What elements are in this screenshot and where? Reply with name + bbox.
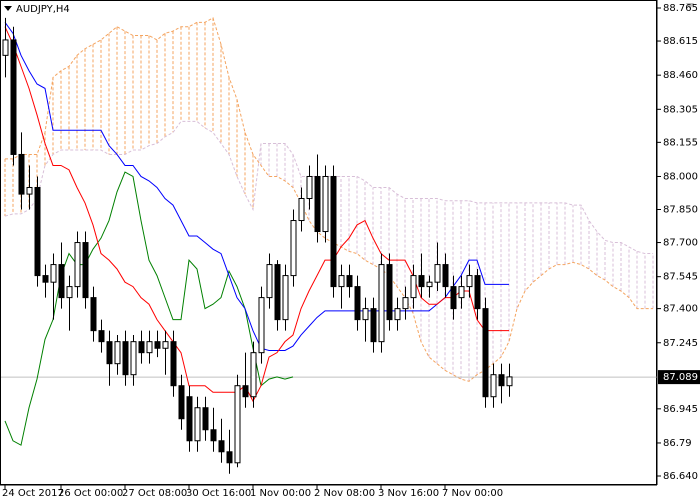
candle-body [106, 341, 113, 365]
candle-body [338, 275, 345, 288]
candle-body [274, 264, 281, 321]
y-tick-label: 88.765 [663, 3, 698, 14]
candle-body [418, 275, 425, 288]
candle-body [26, 186, 33, 195]
candle-body [10, 39, 17, 155]
candle-body [2, 39, 9, 56]
candle-body [98, 330, 105, 343]
candle-body [250, 352, 257, 398]
candle-body [202, 407, 209, 431]
candle-body [178, 385, 185, 420]
x-tick-label: 2 Nov 08:00 [314, 488, 375, 499]
candle-body [506, 376, 513, 387]
y-tick-label: 86.640 [663, 471, 698, 482]
candle-body [210, 429, 217, 442]
candle-body [186, 396, 193, 442]
candle-body [490, 374, 497, 398]
candle-body [394, 308, 401, 321]
candle-body [218, 440, 225, 453]
candle-body [298, 198, 305, 222]
y-tick-label: 87.545 [663, 272, 698, 283]
x-tick-label: 7 Nov 00:00 [442, 488, 503, 499]
candle-body [378, 264, 385, 343]
candle-body [370, 308, 377, 343]
candle-body [154, 341, 161, 349]
candle-body [138, 341, 145, 354]
y-tick-label: 88.000 [663, 171, 698, 182]
y-tick-label: 88.460 [663, 70, 698, 81]
x-tick-label: 1 Nov 00:00 [250, 488, 311, 499]
kijun-sen [4, 22, 509, 351]
candle-body [114, 341, 121, 365]
candle-body [482, 308, 489, 398]
candle-body [458, 286, 465, 299]
candle-body [234, 385, 241, 464]
candle-body [82, 242, 89, 299]
candle-body [346, 275, 353, 288]
candle-body [34, 186, 41, 277]
x-tick-label: 3 Nov 16:00 [378, 488, 439, 499]
candle-body [226, 451, 233, 464]
y-tick-label: 87.245 [663, 338, 698, 349]
candle-body [50, 264, 57, 283]
candle-body [258, 297, 265, 354]
candle-body [322, 175, 329, 233]
candle-body [42, 275, 49, 283]
candle-body [18, 153, 25, 195]
y-tick-label: 87.700 [663, 238, 698, 249]
candle-body [170, 341, 177, 387]
x-tick-label: 27 Oct 08:00 [122, 488, 187, 499]
candle-body [314, 175, 321, 233]
plot-frame [0, 0, 657, 485]
candle-body [130, 341, 137, 376]
candle-body [266, 264, 273, 299]
y-tick-label: 88.615 [663, 36, 698, 47]
y-tick-label: 86.79 [663, 438, 692, 449]
candle-body [386, 264, 393, 321]
candle-body [330, 175, 337, 288]
y-tick-label: 86.945 [663, 404, 698, 415]
y-tick-label: 87.400 [663, 304, 698, 315]
x-tick-label: 24 Oct 2017 [2, 488, 64, 499]
tenkan-sen [4, 26, 509, 403]
x-tick-label: 30 Oct 16:00 [186, 488, 251, 499]
x-tick-label: 26 Oct 00:00 [58, 488, 123, 499]
candle-body [354, 286, 361, 321]
candle-body [442, 264, 449, 288]
candle-body [410, 275, 417, 299]
candle-body [290, 220, 297, 277]
candle-body [162, 341, 169, 349]
candle-body [146, 341, 153, 354]
senkou-span-b [4, 120, 653, 255]
y-tick-label: 88.155 [663, 137, 698, 148]
candle-body [474, 275, 481, 310]
candle-body [282, 275, 289, 321]
candle-body [426, 281, 433, 288]
menu-icon[interactable] [4, 6, 12, 11]
candle-body [362, 308, 369, 321]
candle-body [242, 385, 249, 398]
candle-body [194, 407, 201, 442]
current-price-label: 87.089 [663, 372, 698, 383]
y-tick-label: 88.305 [663, 104, 698, 115]
candle-body [466, 275, 473, 288]
candle-body [306, 175, 313, 200]
candle-body [74, 242, 81, 288]
senkou-span-a [5, 17, 653, 382]
chart-title: AUDJPY,H4 [16, 4, 70, 15]
candle-body [434, 264, 441, 283]
y-tick-label: 87.850 [663, 205, 698, 216]
current-price-box [658, 370, 700, 385]
candle-body [498, 374, 505, 387]
candle-body [402, 297, 409, 310]
candle-body [90, 297, 97, 332]
candle-body [66, 286, 73, 299]
candle-body [122, 341, 129, 376]
scroll-icon[interactable] [686, 3, 694, 9]
candle-body [450, 286, 457, 310]
candle-body [58, 264, 65, 299]
